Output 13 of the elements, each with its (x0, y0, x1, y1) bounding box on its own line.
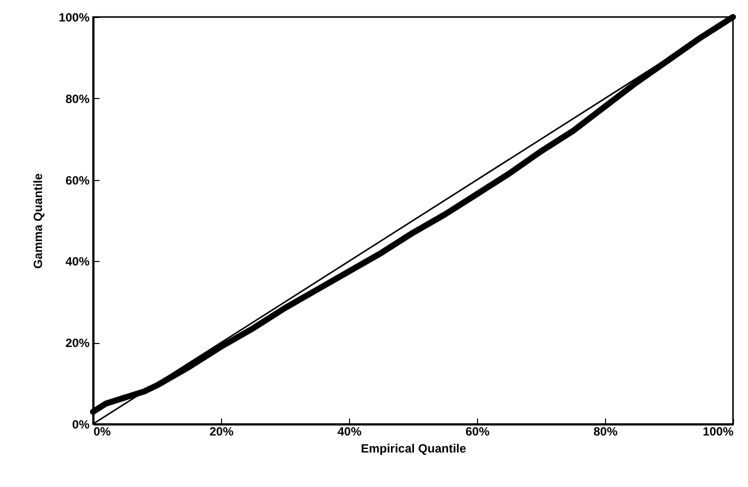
y-tick-label: 60% (65, 173, 90, 188)
y-tick-label: 40% (65, 254, 90, 269)
x-tick-label: 80% (593, 424, 618, 438)
y-tick-label: 80% (65, 92, 90, 106)
x-tick-label: 100% (702, 424, 734, 438)
y-axis-title: Gamma Quantile (30, 173, 45, 269)
x-axis-title: Empirical Quantile (360, 442, 466, 456)
x-tick-label: 40% (337, 424, 362, 438)
x-tick-label: 20% (209, 424, 234, 438)
x-tick-label: 0% (94, 424, 112, 438)
x-tick-label: 60% (465, 424, 490, 438)
y-tick-label: 100% (58, 10, 90, 24)
y-tick-label: 20% (65, 336, 90, 350)
